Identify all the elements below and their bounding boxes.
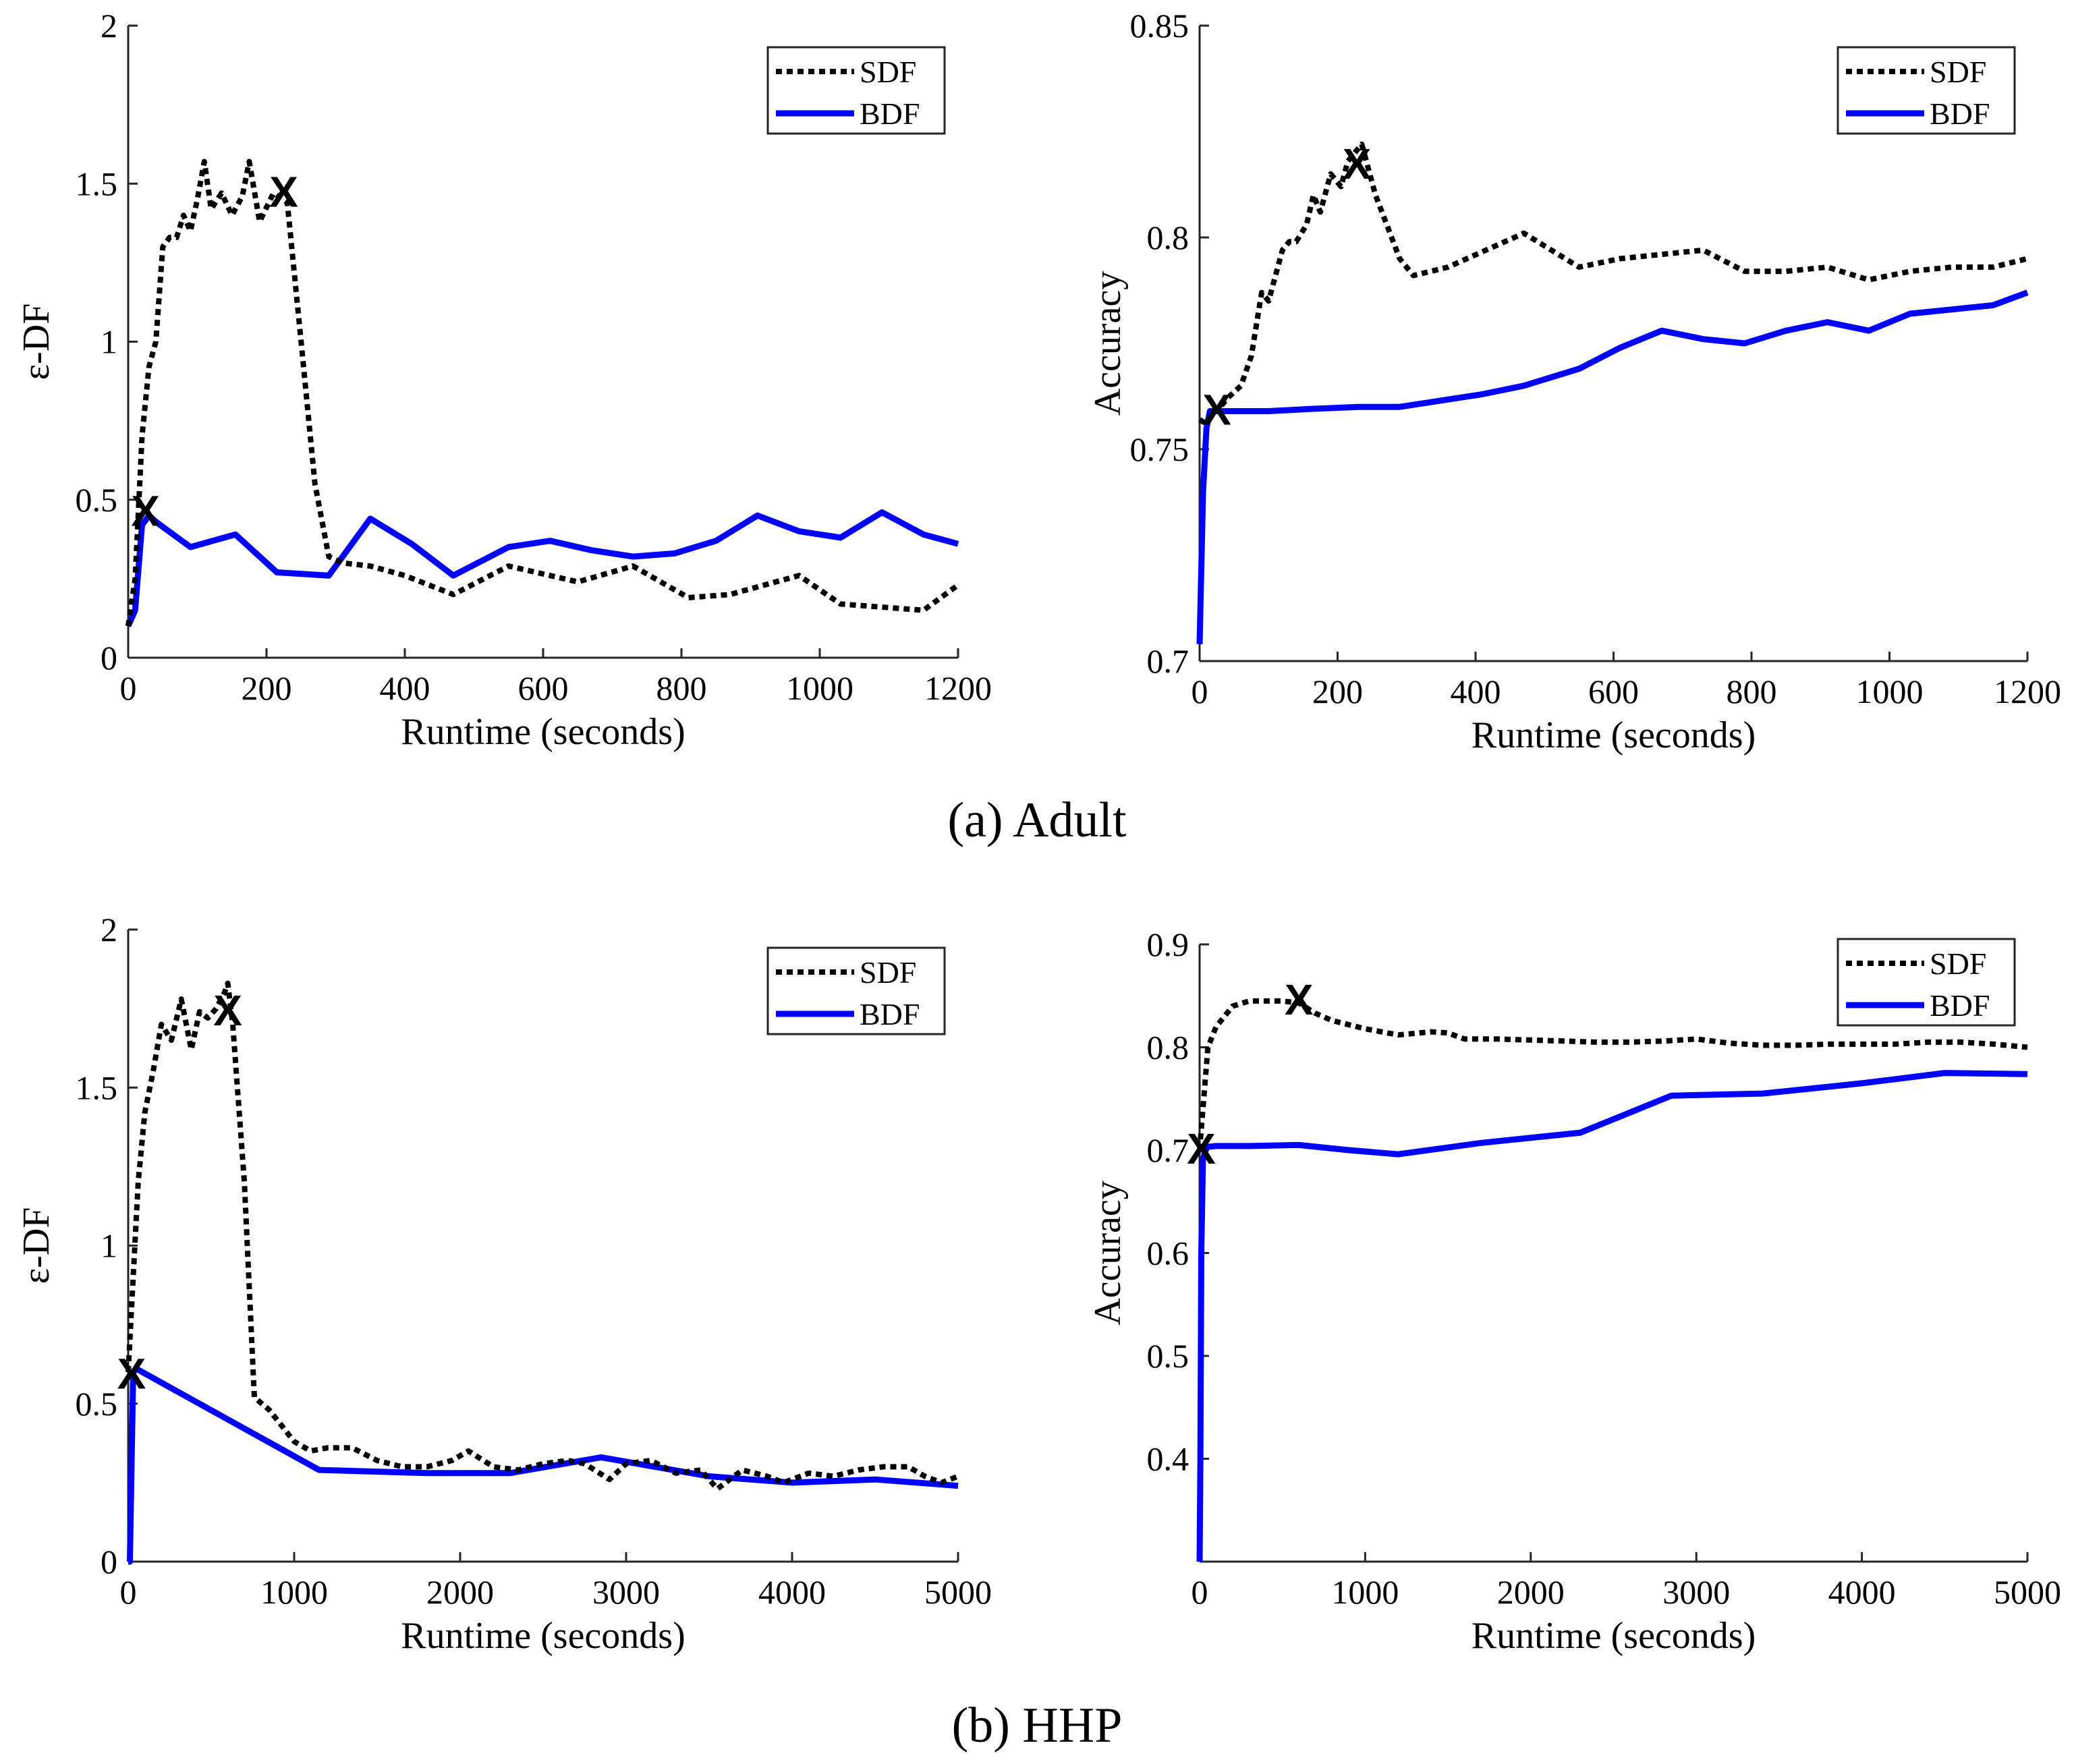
x-tick-label: 0 <box>1192 673 1208 710</box>
panel-adult-edf: 0 200 400 600 800 1000 1200 0 0.5 1 1.5 2 Runtime (s… <box>16 7 992 753</box>
x-tick-label: 4000 <box>758 1573 826 1611</box>
x-tick-label: 3000 <box>1662 1573 1730 1611</box>
legend: SDF BDF <box>766 46 946 135</box>
y-tick-label: 0.85 <box>1130 7 1189 45</box>
x-axis-label: Runtime (seconds) <box>401 711 685 753</box>
y-axis-label: ε-DF <box>16 304 57 380</box>
x-tick-label: 200 <box>1312 673 1363 710</box>
x-tick-label: 600 <box>518 669 569 707</box>
caption-hhp: (b) HHP <box>952 1698 1123 1753</box>
legend-box <box>1837 46 2016 135</box>
x-tick-label: 600 <box>1588 673 1639 710</box>
series-line-sdf <box>1198 141 2028 427</box>
legend-label-sdf: SDF <box>860 55 916 89</box>
x-tick-label: 5000 <box>1994 1573 2061 1611</box>
y-tick-label: 1 <box>101 323 117 361</box>
series-line-bdf <box>1196 1070 2028 1562</box>
legend-label-bdf: BDF <box>1930 988 1990 1023</box>
y-tick-label: 0.7 <box>1147 642 1189 680</box>
y-tick-label: 0.75 <box>1130 430 1189 468</box>
panel-adult-accuracy: 0 200 400 600 800 1000 1200 0.7 0.75 0.8 0.85 Runti… <box>1087 7 2061 756</box>
y-axis-label: ε-DF <box>16 1207 57 1284</box>
x-tick-label: 1000 <box>260 1573 328 1611</box>
x-tick-label: 1000 <box>1331 1573 1399 1611</box>
y-tick-label: 2 <box>101 7 117 45</box>
x-tick-label: 2000 <box>426 1573 494 1611</box>
optimum-marker: X <box>213 986 242 1035</box>
optimum-marker: X <box>1202 385 1231 434</box>
legend-label-sdf: SDF <box>1930 946 1986 981</box>
y-tick-label: 1 <box>101 1227 117 1265</box>
optimum-marker: X <box>117 1350 146 1398</box>
optimum-marker: X <box>269 167 298 216</box>
x-tick-label: 1000 <box>786 669 853 707</box>
y-tick-label: 0 <box>101 639 117 677</box>
legend: SDF BDF <box>1837 938 2016 1027</box>
legend: SDF BDF <box>1837 46 2016 135</box>
x-tick-label: 1200 <box>924 669 992 707</box>
x-tick-label: 3000 <box>592 1573 660 1611</box>
panel-hhp-accuracy: 0 1000 2000 3000 4000 5000 0.4 0.5 0.6 0.7 0.8 0.9 R… <box>1087 926 2061 1657</box>
x-axis-label: Runtime (seconds) <box>401 1615 685 1657</box>
x-tick-label: 4000 <box>1828 1573 1896 1611</box>
optimum-marker: X <box>131 486 160 535</box>
y-tick-label: 0.6 <box>1147 1234 1189 1272</box>
legend-box <box>1837 938 2016 1027</box>
x-tick-label: 2000 <box>1497 1573 1565 1611</box>
y-tick-label: 0.5 <box>76 1385 118 1423</box>
legend: SDF BDF <box>766 946 946 1035</box>
optimum-marker: X <box>1343 140 1372 188</box>
y-tick-label: 0.7 <box>1147 1131 1189 1169</box>
y-tick-label: 0.4 <box>1147 1440 1189 1478</box>
x-tick-label: 0 <box>1192 1573 1208 1611</box>
legend-label-bdf: BDF <box>1930 96 1990 131</box>
x-tick-label: 1200 <box>1994 673 2061 710</box>
y-tick-label: 0 <box>101 1543 117 1581</box>
series-line-bdf <box>127 1365 959 1565</box>
x-tick-label: 5000 <box>924 1573 992 1611</box>
series-line-sdf <box>125 980 959 1492</box>
legend-label-bdf: BDF <box>860 997 920 1031</box>
x-tick-label: 400 <box>1451 673 1501 710</box>
series-line-bdf <box>125 509 959 627</box>
legend-box <box>766 46 946 135</box>
y-tick-label: 2 <box>101 911 117 948</box>
y-tick-label: 0.8 <box>1147 1029 1189 1066</box>
x-tick-label: 1000 <box>1856 673 1924 710</box>
series-line-sdf <box>125 159 960 627</box>
y-axis-label: Accuracy <box>1087 1180 1129 1326</box>
x-tick-label: 200 <box>242 669 292 707</box>
legend-box <box>766 946 946 1035</box>
y-tick-label: 0.5 <box>1147 1337 1189 1375</box>
x-tick-label: 0 <box>120 669 137 707</box>
optimum-marker: X <box>1187 1125 1216 1173</box>
caption-adult: (a) Adult <box>947 793 1127 848</box>
series-line-sdf <box>1197 998 2028 1151</box>
x-axis-label: Runtime (seconds) <box>1472 1615 1756 1657</box>
y-tick-label: 1.5 <box>76 1069 118 1106</box>
legend-label-sdf: SDF <box>860 955 916 990</box>
y-tick-label: 0.8 <box>1147 219 1189 256</box>
legend-label-sdf: SDF <box>1930 55 1986 89</box>
x-axis-label: Runtime (seconds) <box>1472 714 1756 756</box>
y-tick-label: 1.5 <box>76 165 118 202</box>
series-line-bdf <box>1196 289 2029 645</box>
panel-hhp-edf: 0 1000 2000 3000 4000 5000 0 0.5 1 1.5 2 Runtime (s… <box>16 911 992 1657</box>
y-axis-label: Accuracy <box>1087 271 1129 416</box>
y-tick-label: 0.9 <box>1147 926 1189 963</box>
x-tick-label: 400 <box>380 669 430 707</box>
y-tick-label: 0.5 <box>76 481 118 519</box>
x-tick-label: 800 <box>1727 673 1777 710</box>
optimum-marker: X <box>1285 975 1314 1024</box>
x-tick-label: 0 <box>120 1573 137 1611</box>
legend-label-bdf: BDF <box>860 96 920 131</box>
x-tick-label: 800 <box>656 669 707 707</box>
